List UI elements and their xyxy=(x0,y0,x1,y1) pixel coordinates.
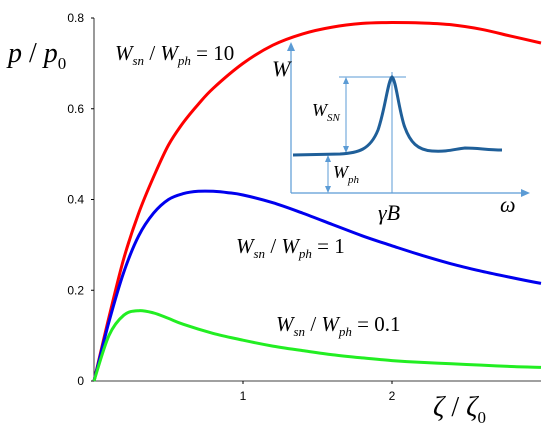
series-label-0.1: Wsn / Wph = 0.1 xyxy=(276,312,401,339)
series-label-10: Wsn / Wph = 10 xyxy=(115,41,234,68)
y-tick-label: 0.2 xyxy=(67,283,84,297)
series-line-1 xyxy=(92,189,542,382)
inset-ph-arrowhead-bottom xyxy=(325,186,331,193)
inset-x-arrow xyxy=(521,189,530,197)
inset-sn-label: WSN xyxy=(312,100,341,124)
inset-y-label: W xyxy=(272,56,292,81)
inset-ph-arrowhead-top xyxy=(325,155,331,162)
x-tick-label: 2 xyxy=(389,389,396,403)
inset-peak-label: γB xyxy=(378,200,400,225)
y-tick-label: 0.4 xyxy=(67,193,84,207)
x-axis-label: ζ / ζ0 xyxy=(433,392,486,427)
y-axis-label: p / p0 xyxy=(6,38,66,73)
series-label-1: Wsn / Wph = 1 xyxy=(236,234,345,261)
series-line-2 xyxy=(92,309,542,382)
y-tick-label: 0.6 xyxy=(67,102,84,116)
inset-curve xyxy=(292,75,503,157)
inset-sn-arrowhead-top xyxy=(343,77,349,84)
ticks: 0 0.2 0.4 0.6 0.8 1 2 xyxy=(67,11,395,403)
series-line-0 xyxy=(92,21,542,382)
inset-ph-label: Wph xyxy=(333,162,360,186)
x-tick-label: 1 xyxy=(240,389,247,403)
inset-sn-arrowhead-bottom xyxy=(343,146,349,153)
y-tick-label: 0 xyxy=(77,374,84,388)
inset-diagram: W ω γB WSN Wph xyxy=(272,42,530,225)
y-tick-label: 0.8 xyxy=(67,11,84,25)
inset-y-arrow xyxy=(287,42,295,51)
series-group xyxy=(92,21,542,382)
inset-x-label: ω xyxy=(500,192,516,217)
